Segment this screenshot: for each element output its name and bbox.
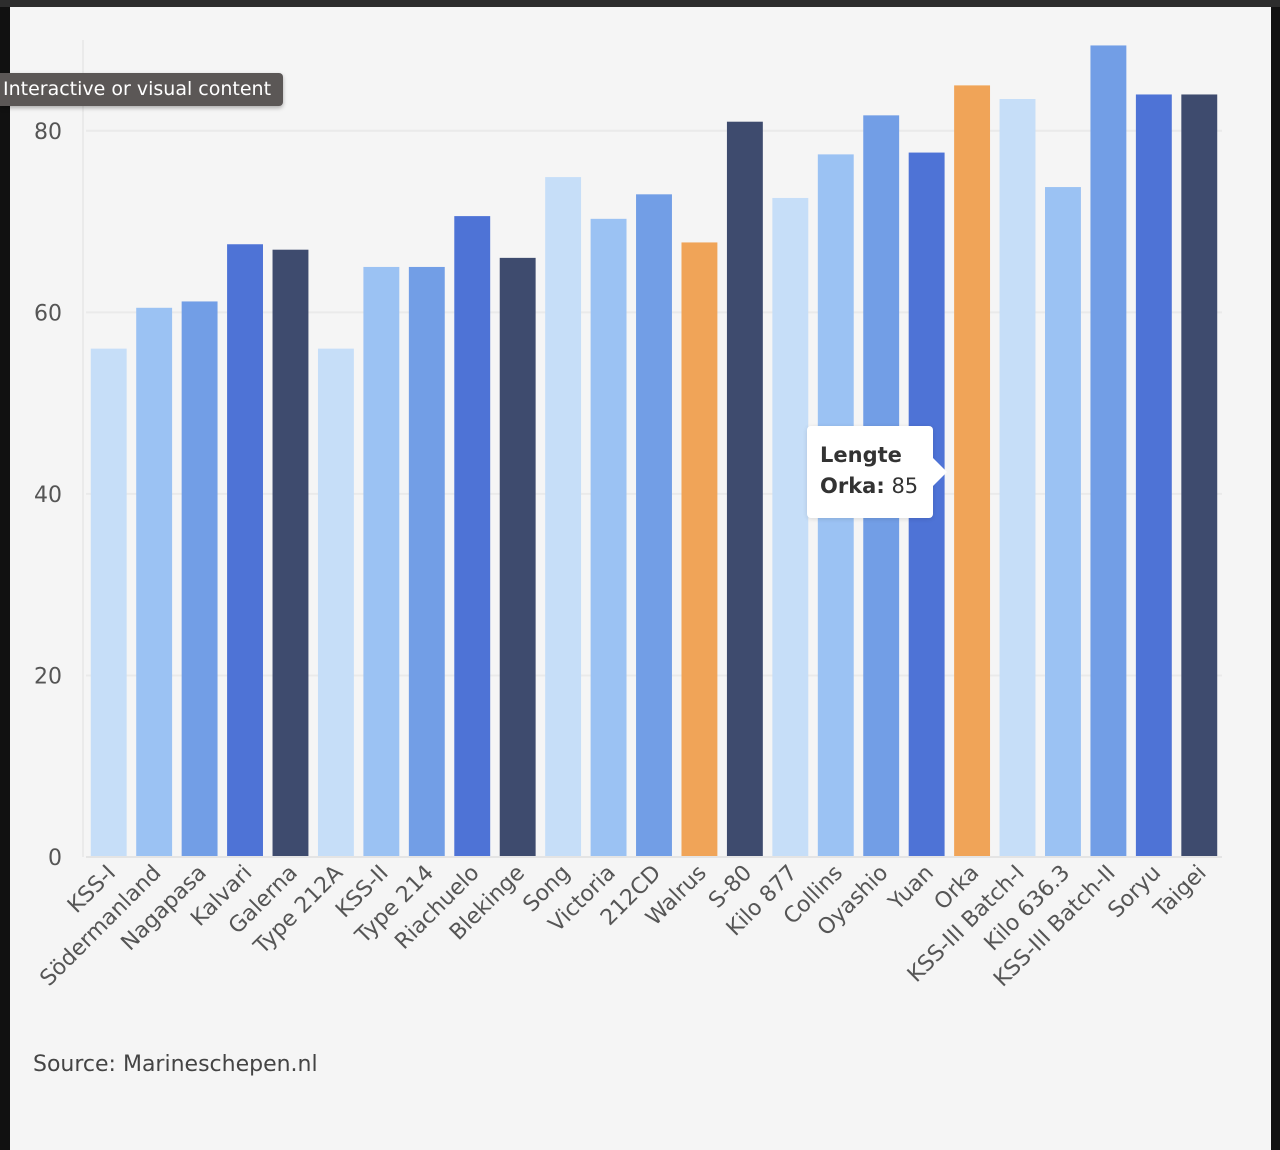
x-tick-label-yuan: Yuan	[884, 861, 939, 916]
x-axis-tick-labels: KSS-ISödermanlandNagapasaKalvariGalernaT…	[36, 861, 1212, 992]
interactive-content-label: Interactive or visual content	[0, 73, 284, 106]
tooltip-value: 85	[891, 474, 919, 498]
bar-s-dermanland[interactable]	[136, 307, 173, 857]
tooltip-row: Orka: 85	[820, 471, 933, 502]
y-axis-tick-labels: 0 20 40 60 80	[34, 120, 62, 871]
bar-soryu[interactable]	[1135, 94, 1172, 857]
bar-kalvari[interactable]	[227, 244, 263, 857]
tooltip-title: Lengte	[820, 443, 902, 467]
y-tick-label-0: 0	[48, 846, 62, 871]
tooltip-series-label: Orka:	[820, 474, 885, 498]
window-left-border	[0, 7, 10, 1150]
bar-kss-ii[interactable]	[363, 266, 400, 857]
bar-orka[interactable]	[954, 85, 991, 857]
bar-type-212a[interactable]	[317, 348, 354, 857]
bar-walrus[interactable]	[681, 242, 718, 857]
y-tick-label-20: 20	[34, 664, 62, 689]
bar-kss-iii-batch-i[interactable]	[999, 99, 1036, 857]
window-right-border	[1271, 7, 1280, 1150]
y-tick-label-40: 40	[34, 483, 62, 508]
bar-riachuelo[interactable]	[454, 216, 491, 857]
bar-kss-i[interactable]	[90, 348, 127, 857]
bar-kilo-877[interactable]	[772, 197, 809, 857]
bar-song[interactable]	[545, 177, 582, 857]
bar-kss-iii-batch-ii[interactable]	[1090, 45, 1127, 858]
bar-nagapasa[interactable]	[181, 301, 218, 857]
bar-type-214[interactable]	[408, 266, 445, 857]
bar-galerna[interactable]	[272, 249, 309, 858]
source-caption: Source: Marineschepen.nl	[33, 1052, 318, 1077]
bar-tooltip: Lengte Orka: 85	[807, 426, 947, 518]
bar-victoria[interactable]	[590, 218, 627, 858]
x-tick-label-taigei: Taigei	[1149, 861, 1212, 924]
bar-taigei[interactable]	[1181, 94, 1218, 857]
bar-212cd[interactable]	[636, 194, 672, 858]
bar-kilo-636-3[interactable]	[1045, 187, 1081, 857]
bar-s-80[interactable]	[726, 121, 763, 857]
bars	[86, 45, 1222, 858]
y-tick-label-80: 80	[34, 120, 62, 145]
bar-blekinge[interactable]	[499, 257, 536, 857]
y-tick-label-60: 60	[34, 301, 62, 326]
